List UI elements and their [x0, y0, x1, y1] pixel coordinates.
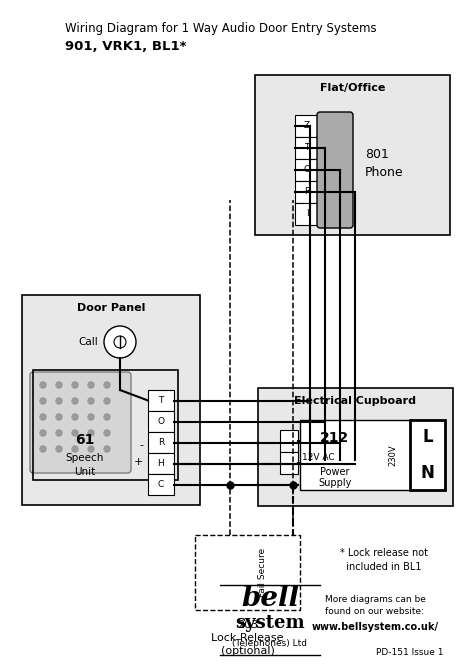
- Circle shape: [40, 414, 46, 420]
- Text: Z: Z: [304, 121, 310, 131]
- Bar: [280, 452, 298, 474]
- Text: 12V AC: 12V AC: [301, 454, 334, 462]
- Text: Phone: Phone: [365, 167, 404, 180]
- Text: Lock Release: Lock Release: [211, 633, 284, 643]
- Bar: [295, 159, 319, 181]
- Text: 801: 801: [365, 149, 389, 161]
- Text: (optional): (optional): [220, 646, 274, 656]
- Text: system: system: [235, 614, 305, 632]
- Text: Power: Power: [320, 467, 350, 477]
- Text: 212: 212: [320, 431, 350, 445]
- Circle shape: [72, 398, 78, 404]
- Text: (Telephones) Ltd: (Telephones) Ltd: [233, 639, 308, 647]
- Text: H: H: [158, 459, 164, 468]
- Text: T: T: [304, 143, 310, 153]
- Circle shape: [56, 398, 62, 404]
- Text: O: O: [157, 417, 164, 426]
- Text: included in BL1: included in BL1: [340, 562, 421, 572]
- Text: bell: bell: [241, 584, 299, 612]
- Circle shape: [104, 414, 110, 420]
- Text: +: +: [134, 457, 143, 467]
- Bar: [280, 430, 298, 452]
- Text: I: I: [306, 210, 308, 218]
- FancyBboxPatch shape: [317, 112, 353, 228]
- Circle shape: [104, 382, 110, 388]
- Circle shape: [72, 414, 78, 420]
- Text: PD-151 Issue 1: PD-151 Issue 1: [376, 648, 444, 657]
- Text: * Lock release not: * Lock release not: [340, 548, 428, 558]
- Bar: [148, 474, 174, 495]
- Circle shape: [114, 336, 126, 348]
- Text: N: N: [420, 464, 435, 482]
- Circle shape: [88, 446, 94, 452]
- Circle shape: [40, 398, 46, 404]
- Text: 230V: 230V: [389, 444, 398, 466]
- Circle shape: [56, 446, 62, 452]
- Bar: [295, 137, 319, 159]
- Text: -: -: [139, 440, 143, 450]
- Text: Fail Secure: Fail Secure: [258, 548, 267, 597]
- Bar: [295, 203, 319, 225]
- Circle shape: [72, 446, 78, 452]
- Bar: [258, 388, 453, 506]
- Text: Electrical Cupboard: Electrical Cupboard: [294, 396, 417, 406]
- Circle shape: [88, 414, 94, 420]
- Text: Door Panel: Door Panel: [77, 303, 145, 313]
- Bar: [148, 411, 174, 432]
- Circle shape: [72, 430, 78, 436]
- Circle shape: [40, 446, 46, 452]
- Text: O: O: [303, 165, 310, 174]
- Text: Speech: Speech: [66, 453, 104, 463]
- Bar: [33, 370, 178, 480]
- Circle shape: [56, 382, 62, 388]
- Circle shape: [56, 414, 62, 420]
- Bar: [148, 432, 174, 453]
- Bar: [255, 75, 450, 235]
- Text: R: R: [304, 188, 310, 196]
- Text: Wiring Diagram for 1 Way Audio Door Entry Systems: Wiring Diagram for 1 Way Audio Door Entr…: [65, 22, 377, 35]
- Text: 203: 203: [237, 620, 258, 630]
- Bar: [300, 420, 415, 490]
- Bar: [148, 453, 174, 474]
- Circle shape: [40, 430, 46, 436]
- FancyBboxPatch shape: [30, 372, 131, 473]
- Bar: [195, 535, 300, 610]
- Circle shape: [40, 382, 46, 388]
- Text: Call: Call: [78, 337, 98, 347]
- Text: R: R: [158, 438, 164, 447]
- Text: T: T: [158, 396, 164, 405]
- Text: Supply: Supply: [319, 478, 352, 488]
- Text: 61: 61: [75, 433, 95, 447]
- Text: More diagrams can be: More diagrams can be: [325, 595, 426, 604]
- Text: 901, VRK1, BL1*: 901, VRK1, BL1*: [65, 40, 186, 53]
- Bar: [148, 390, 174, 411]
- Text: Flat/Office: Flat/Office: [320, 83, 385, 93]
- Text: L: L: [422, 429, 433, 446]
- Circle shape: [88, 430, 94, 436]
- Bar: [295, 181, 319, 203]
- Circle shape: [88, 398, 94, 404]
- Circle shape: [56, 430, 62, 436]
- Circle shape: [104, 326, 136, 358]
- Circle shape: [104, 446, 110, 452]
- Circle shape: [104, 398, 110, 404]
- Bar: [295, 115, 319, 137]
- Text: found on our website:: found on our website:: [326, 607, 425, 616]
- Bar: [22, 295, 200, 505]
- Circle shape: [104, 430, 110, 436]
- Circle shape: [72, 382, 78, 388]
- Text: C: C: [158, 480, 164, 489]
- Bar: [410, 420, 445, 490]
- Circle shape: [88, 382, 94, 388]
- Text: www.bellsystem.co.uk/: www.bellsystem.co.uk/: [311, 622, 438, 632]
- Text: Unit: Unit: [74, 467, 96, 477]
